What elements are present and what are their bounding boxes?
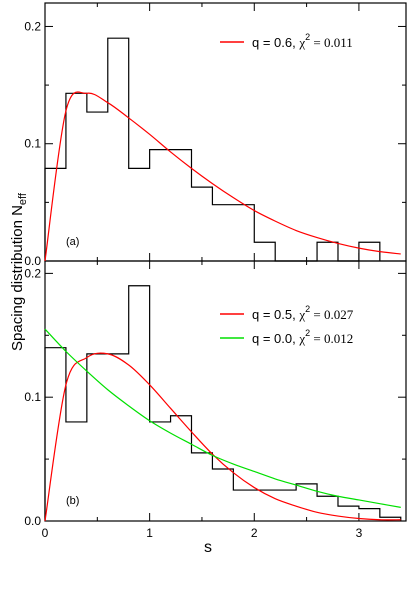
- y-axis-label: Spacing distribution Neff: [9, 192, 29, 351]
- x-tick-label: 1: [146, 526, 153, 540]
- x-tick-label: 0: [42, 526, 49, 540]
- y-tick-label: 0.0: [24, 254, 41, 268]
- svg-text:Spacing distribution Neff: Spacing distribution Neff: [9, 192, 29, 351]
- y-tick-label: 0.2: [24, 266, 41, 280]
- fit-curve-1: [44, 352, 401, 522]
- x-tick-label: 2: [251, 526, 258, 540]
- panel-a: 0.0 0.1 0.2 q = 0.6, χ2 = 0.011 (a): [24, 3, 406, 268]
- legend-label: q = 0.6, χ2 = 0.011: [252, 32, 353, 50]
- y-axis-label-sub: eff: [17, 192, 29, 205]
- panel-label: (a): [66, 236, 79, 248]
- y-axis-label-main: Spacing distribution N: [9, 205, 26, 351]
- y-tick-label: 0.2: [24, 19, 41, 33]
- y-tick-label: 0.1: [24, 137, 41, 151]
- histogram-steps: [44, 37, 381, 262]
- panel-b: 0.0 0.1 0.2 0 1 2 3 q = 0.5, χ2 = 0.027 q = 0.0,…: [24, 261, 406, 540]
- panel-label: (b): [66, 495, 79, 507]
- panel-b-frame: [44, 260, 407, 522]
- y-tick-label: 0.0: [24, 514, 41, 528]
- x-axis-label: s: [204, 539, 212, 556]
- fit-curve-2: [44, 328, 401, 508]
- legend-label: q = 0.5, χ2 = 0.027: [252, 304, 354, 322]
- x-tick-label: 3: [356, 526, 363, 540]
- fit-curve-1: [44, 91, 401, 262]
- legend-label: q = 0.0, χ2 = 0.012: [252, 328, 353, 346]
- y-tick-label: 0.1: [24, 390, 41, 404]
